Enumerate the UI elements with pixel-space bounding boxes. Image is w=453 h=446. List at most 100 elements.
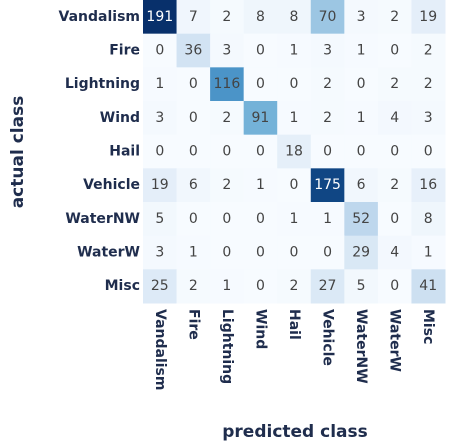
cell-label: 1	[357, 43, 366, 59]
heatmap-cell	[377, 33, 412, 68]
heatmap-cell	[411, 0, 446, 35]
heatmap-cell	[310, 0, 345, 35]
heatmap-cell	[176, 235, 211, 270]
cell-label: 16	[419, 177, 437, 193]
heatmap-cell	[277, 168, 312, 203]
heatmap-cell	[411, 269, 446, 304]
cell-label: 5	[155, 211, 164, 227]
heatmap-cell	[176, 134, 211, 169]
heatmap-cell	[344, 202, 379, 237]
cell-label: 0	[222, 245, 231, 261]
cell-label: 3	[222, 43, 231, 59]
heatmap-cell	[344, 168, 379, 203]
heatmap-cell	[310, 101, 345, 136]
heatmap-cell	[344, 101, 379, 136]
cell-label: 91	[252, 110, 270, 126]
cell-label: 1	[357, 110, 366, 126]
cell-label: 0	[222, 144, 231, 160]
cell-label: 191	[146, 9, 173, 25]
cell-label: 8	[256, 9, 265, 25]
cell-label: 52	[352, 211, 370, 227]
cell-label: 8	[424, 211, 433, 227]
heatmap-cell	[243, 269, 278, 304]
heatmap-cell	[344, 134, 379, 169]
cell-label: 70	[319, 9, 337, 25]
heatmap-cell	[143, 67, 178, 102]
heatmap-cell	[310, 134, 345, 169]
heatmap-cell	[411, 235, 446, 270]
x-tick-label: Hail	[286, 309, 302, 340]
heatmap-cell	[310, 67, 345, 102]
cell-label: 36	[184, 43, 202, 59]
cell-label: 2	[424, 43, 433, 59]
y-axis-label: actual class	[8, 96, 28, 209]
cell-label: 2	[323, 110, 332, 126]
heatmap-cell	[210, 168, 245, 203]
cell-label: 3	[155, 110, 164, 126]
cell-label: 0	[256, 211, 265, 227]
heatmap-cell	[344, 0, 379, 35]
heatmap-cell	[411, 168, 446, 203]
cell-label: 0	[256, 245, 265, 261]
heatmap-cell	[210, 101, 245, 136]
cell-label: 0	[189, 110, 198, 126]
x-tick-label: Wind	[252, 309, 268, 349]
heatmap-cell	[210, 235, 245, 270]
heatmap-cell	[411, 134, 446, 169]
cell-label: 0	[357, 144, 366, 160]
heatmap-cell	[176, 168, 211, 203]
cell-label: 1	[290, 43, 299, 59]
heatmap-cell	[310, 235, 345, 270]
heatmap-cell	[277, 134, 312, 169]
cell-label: 2	[390, 9, 399, 25]
heatmap-cell	[277, 202, 312, 237]
y-tick-label: Misc	[105, 278, 140, 294]
y-tick-label: WaterW	[77, 245, 140, 261]
cell-label: 19	[151, 177, 169, 193]
cell-label: 1	[290, 211, 299, 227]
cell-label: 0	[323, 245, 332, 261]
cell-label: 1	[222, 278, 231, 294]
heatmap-cell	[377, 67, 412, 102]
y-tick-label: Hail	[109, 144, 140, 160]
y-tick-label: Lightning	[65, 76, 140, 92]
cell-label: 27	[319, 278, 337, 294]
cell-label: 3	[323, 43, 332, 59]
cell-label: 0	[256, 76, 265, 92]
heatmap-cell	[411, 67, 446, 102]
heatmap-cell	[411, 202, 446, 237]
heatmap-cell	[310, 33, 345, 68]
heatmap-cell	[243, 202, 278, 237]
heatmap-cell	[344, 235, 379, 270]
cell-label: 1	[155, 76, 164, 92]
cell-label: 2	[189, 278, 198, 294]
heatmap-cell	[210, 67, 245, 102]
cell-label: 1	[256, 177, 265, 193]
heatmap-cell	[143, 269, 178, 304]
cell-label: 29	[352, 245, 370, 261]
x-tick-label: WaterNW	[353, 309, 369, 384]
cell-label: 3	[424, 110, 433, 126]
cell-label: 0	[323, 144, 332, 160]
heatmap-cell	[176, 269, 211, 304]
heatmap-cell	[243, 67, 278, 102]
heatmap-cell	[210, 134, 245, 169]
x-tick-label: WaterW	[387, 309, 403, 372]
cell-label: 0	[390, 278, 399, 294]
cell-label: 1	[189, 245, 198, 261]
cell-label: 0	[390, 144, 399, 160]
cell-label: 175	[314, 177, 341, 193]
heatmap-cell	[310, 202, 345, 237]
cell-label: 25	[151, 278, 169, 294]
cell-label: 0	[222, 211, 231, 227]
heatmap-cell	[243, 101, 278, 136]
cell-label: 0	[424, 144, 433, 160]
x-tick-label: Vehicle	[320, 309, 336, 366]
y-tick-label: WaterNW	[65, 211, 140, 227]
cell-label: 0	[290, 245, 299, 261]
heatmap-cell	[143, 134, 178, 169]
cell-label: 6	[357, 177, 366, 193]
heatmap-cell	[243, 134, 278, 169]
heatmap-cell	[344, 67, 379, 102]
